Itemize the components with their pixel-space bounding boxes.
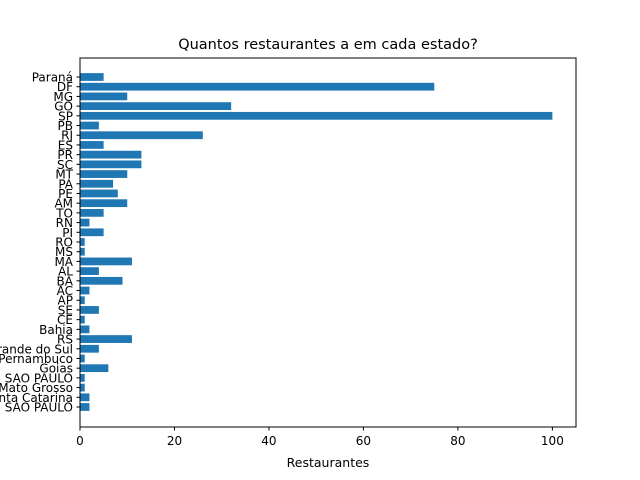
x-axis-label: Restaurantes [287, 455, 370, 470]
bar [80, 179, 114, 188]
bar [80, 393, 90, 402]
x-tick-label: 40 [261, 434, 276, 448]
bar [80, 131, 203, 140]
bar [80, 267, 99, 275]
bar [80, 82, 435, 91]
bars-group [80, 73, 553, 411]
y-tick-label: SAO PAULO [5, 401, 73, 415]
y-tick-label: RJ [61, 129, 73, 143]
y-tick-label: PE [58, 187, 73, 201]
bar [80, 209, 104, 217]
chart-title: Quantos restaurantes a em cada estado? [178, 37, 478, 53]
y-tick-label: DF [57, 80, 73, 94]
y-tick-label: PB [58, 119, 73, 133]
bar [80, 315, 85, 324]
y-tick-label: MA [54, 255, 73, 269]
y-tick-label: Rio Grande do Sul [0, 342, 73, 356]
bar [80, 296, 85, 305]
bar [80, 344, 99, 353]
x-tick-label: 0 [76, 434, 84, 448]
bar [80, 92, 128, 101]
bar [80, 247, 85, 256]
y-tick-label: BA [57, 274, 74, 288]
bar [80, 374, 85, 382]
bar [80, 141, 104, 149]
y-tick-label: RO [55, 236, 73, 250]
y-tick-label: PI [62, 226, 73, 240]
bar [80, 257, 132, 266]
x-axis-ticks: 0 20 40 60 80 100 [76, 427, 564, 448]
bar [80, 160, 142, 169]
bar [80, 306, 99, 314]
bar [80, 218, 90, 227]
y-tick-label: ES [58, 138, 73, 152]
bar [80, 364, 109, 373]
bar [80, 383, 85, 392]
y-tick-label: Goias [39, 362, 73, 376]
bar [80, 150, 142, 159]
bar [80, 228, 104, 237]
bar [80, 276, 123, 285]
bar [80, 73, 104, 81]
y-tick-label: RN [56, 216, 73, 230]
bar [80, 403, 90, 411]
y-tick-label: SAO PAULO [5, 371, 73, 385]
x-tick-label: 80 [450, 434, 465, 448]
y-tick-label: PR [57, 148, 73, 162]
bar [80, 325, 90, 334]
bar [80, 189, 118, 198]
y-tick-label: PA [58, 177, 73, 191]
bar [80, 102, 232, 110]
bar [80, 199, 128, 208]
y-tick-label: Mato Grosso [0, 381, 73, 395]
bar [80, 335, 132, 343]
y-tick-label: AL [58, 265, 73, 279]
y-tick-label: CE [57, 313, 73, 327]
y-tick-label: GO [54, 100, 73, 114]
y-tick-label: AM [54, 197, 73, 211]
y-tick-label: AC [57, 284, 73, 298]
x-tick-label: 60 [356, 434, 371, 448]
y-tick-label: Santa Catarina [0, 391, 73, 405]
y-tick-label: MT [55, 168, 73, 182]
y-tick-label: Pernambuco [0, 352, 73, 366]
y-tick-label: Bahia [39, 323, 73, 337]
y-tick-label: RS [57, 333, 73, 347]
y-axis-ticks: ParanáDFMGGOSPPBRJESPRSCMTPAPEAMTORNPIRO… [0, 71, 80, 415]
y-tick-label: SC [57, 158, 73, 172]
x-tick-label: 20 [167, 434, 182, 448]
y-tick-label: AP [58, 294, 73, 308]
plot-frame [79, 57, 577, 428]
x-tick-label: 100 [541, 434, 564, 448]
bar [80, 170, 128, 178]
bar [80, 354, 85, 363]
y-tick-label: Paraná [32, 71, 73, 85]
y-tick-label: SE [58, 303, 73, 317]
bar [80, 121, 99, 130]
y-tick-label: TO [55, 206, 73, 220]
bar [80, 286, 90, 295]
y-tick-label: MG [53, 90, 73, 104]
y-tick-label: SP [58, 109, 73, 123]
bar [80, 238, 85, 246]
bar [80, 111, 553, 120]
y-tick-label: MS [55, 245, 73, 259]
